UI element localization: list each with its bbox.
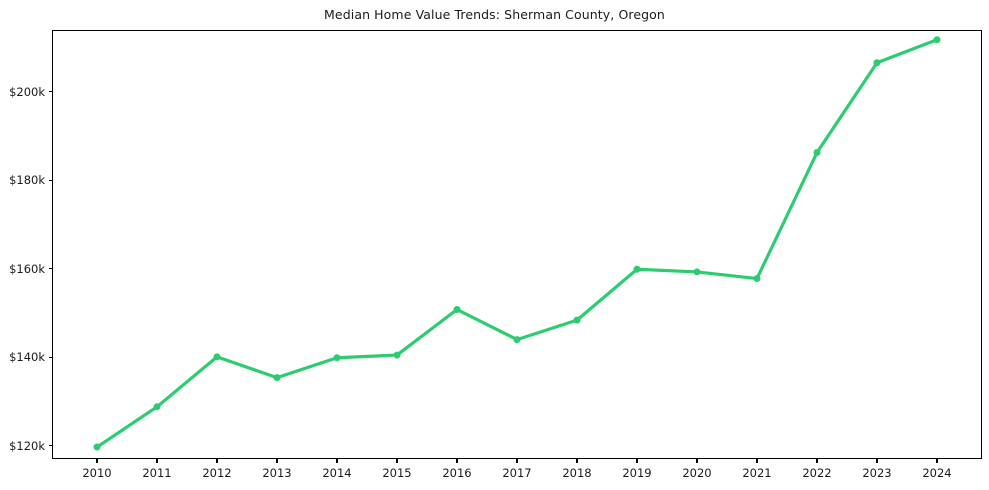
y-axis-tick-mark (48, 356, 52, 358)
x-axis-tick-mark (96, 459, 98, 463)
y-axis-tick-mark (48, 268, 52, 270)
x-axis-tick-label: 2012 (202, 466, 232, 480)
chart-title: Median Home Value Trends: Sherman County… (324, 7, 665, 22)
x-axis-tick-mark (516, 459, 518, 463)
x-axis-tick-mark (336, 459, 338, 463)
x-axis-tick-mark (636, 459, 638, 463)
x-axis-tick-label: 2020 (682, 466, 712, 480)
y-axis-tick-label: $180k (9, 173, 45, 188)
x-axis-tick-mark (756, 459, 758, 463)
plot-area (52, 30, 982, 459)
x-axis-tick-mark (696, 459, 698, 463)
y-axis-tick-label: $140k (9, 350, 45, 365)
x-axis-tick-label: 2017 (502, 466, 532, 480)
x-axis-tick-mark (876, 459, 878, 463)
x-axis-tick-label: 2024 (922, 466, 952, 480)
x-axis-tick-mark (396, 459, 398, 463)
x-axis-tick-label: 2021 (742, 466, 772, 480)
y-axis-tick-mark (48, 91, 52, 93)
x-axis-tick-mark (156, 459, 158, 463)
x-axis-tick-label: 2014 (322, 466, 352, 480)
x-axis-tick-mark (216, 459, 218, 463)
x-axis-tick-label: 2010 (82, 466, 112, 480)
x-axis-tick-label: 2018 (562, 466, 592, 480)
y-axis-tick-label: $120k (9, 438, 45, 453)
x-axis-tick-mark (456, 459, 458, 463)
x-axis-tick-label: 2019 (622, 466, 652, 480)
y-axis-tick-mark (48, 445, 52, 447)
x-axis-tick-label: 2022 (802, 466, 832, 480)
x-axis-tick-label: 2013 (262, 466, 292, 480)
y-axis-tick-mark (48, 179, 52, 181)
y-axis-tick-label: $200k (9, 84, 45, 99)
x-axis-tick-label: 2016 (442, 466, 472, 480)
x-axis-tick-label: 2023 (862, 466, 892, 480)
x-axis-tick-mark (936, 459, 938, 463)
y-axis-tick-label: $160k (9, 261, 45, 276)
x-axis-tick-label: 2011 (142, 466, 172, 480)
x-axis-tick-mark (816, 459, 818, 463)
x-axis-tick-mark (276, 459, 278, 463)
x-axis-tick-mark (576, 459, 578, 463)
x-axis-tick-label: 2015 (382, 466, 412, 480)
